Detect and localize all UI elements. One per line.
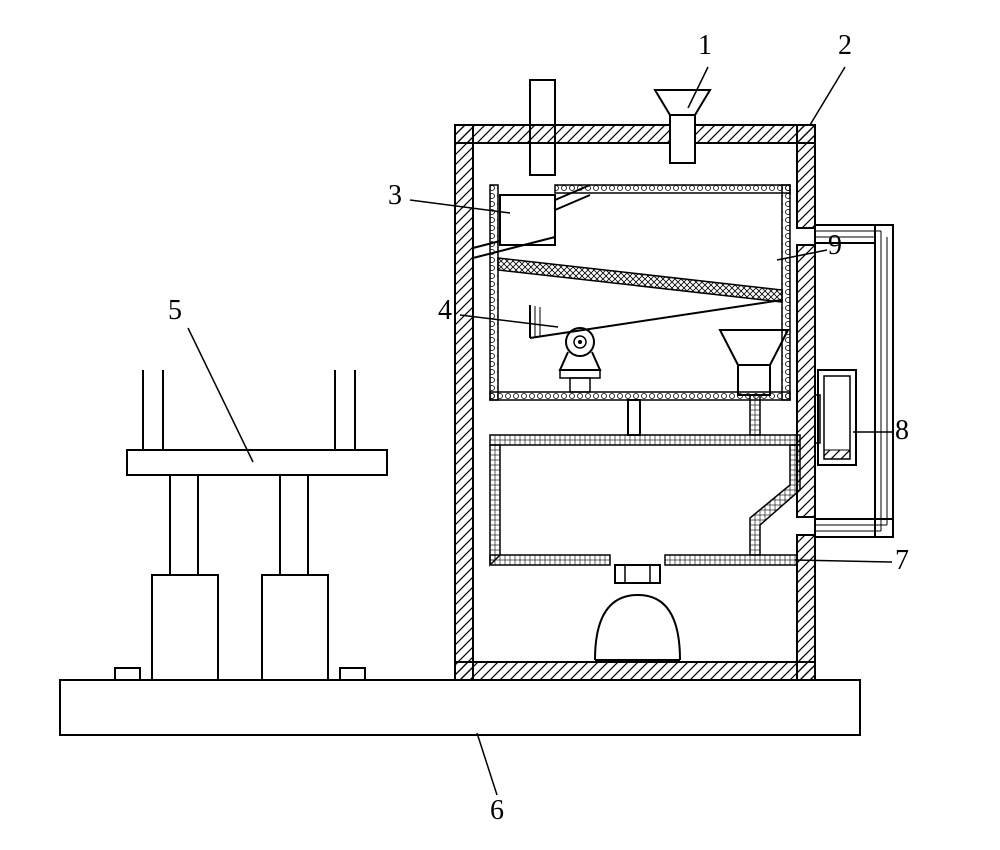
label-9: 9 [828,230,842,262]
diagram-svg [0,0,1000,850]
label-7: 7 [895,545,909,577]
main-chamber [455,80,893,680]
technical-diagram: 1 2 3 4 5 6 7 8 9 [0,0,1000,850]
leader-lines [188,67,892,795]
label-8: 8 [895,415,909,447]
label-1: 1 [698,30,712,62]
label-6: 6 [490,795,504,827]
base-platform [60,680,860,735]
label-5: 5 [168,295,182,327]
lift-assembly [115,370,387,680]
label-2: 2 [838,30,852,62]
label-4: 4 [438,295,452,327]
label-3: 3 [388,180,402,212]
